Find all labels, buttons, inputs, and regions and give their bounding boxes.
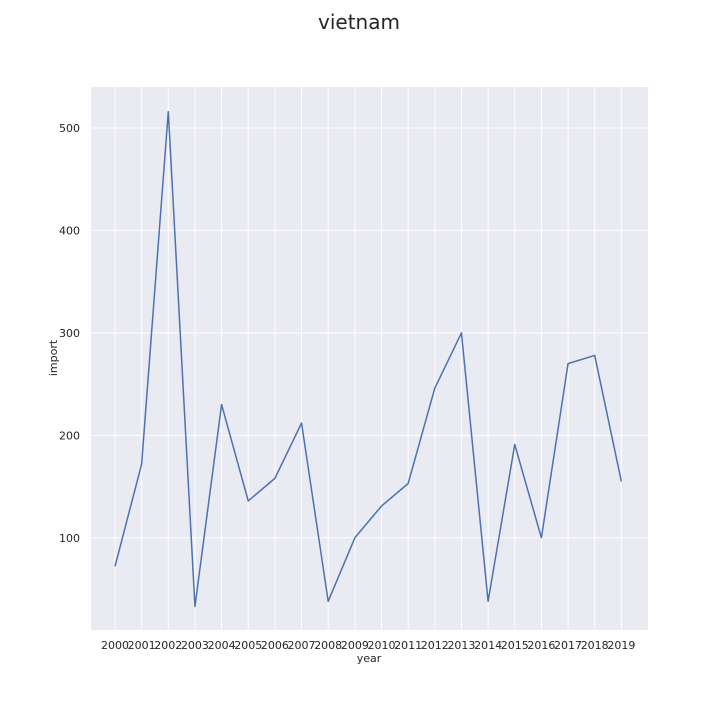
- series-layer: [114, 110, 623, 608]
- y-axis-ticks: 100 200 300 400 500: [59, 122, 80, 545]
- x-tick-label: 2009: [341, 639, 369, 652]
- x-axis-label: year: [357, 652, 382, 665]
- x-tick-label: 2001: [128, 639, 156, 652]
- x-tick-label: 2017: [554, 639, 582, 652]
- plot-area: [91, 87, 648, 630]
- chart-title: vietnam: [318, 10, 400, 34]
- y-axis-label: import: [47, 339, 60, 376]
- x-tick-label: 2002: [154, 639, 182, 652]
- x-tick-label: 2011: [394, 639, 422, 652]
- x-tick-label: 2007: [288, 639, 316, 652]
- x-tick-label: 2006: [261, 639, 289, 652]
- x-tick-label: 2018: [581, 639, 609, 652]
- x-axis-ticks: 2000200120022003200420052006200720082009…: [101, 639, 635, 652]
- x-tick-label: 2016: [527, 639, 555, 652]
- x-tick-label: 2008: [314, 639, 342, 652]
- x-tick-label: 2015: [501, 639, 529, 652]
- series-line: [114, 110, 623, 608]
- x-tick-label: 2012: [421, 639, 449, 652]
- x-tick-label: 2013: [447, 639, 475, 652]
- x-tick-label: 2005: [234, 639, 262, 652]
- x-tick-label: 2019: [607, 639, 635, 652]
- x-tick-label: 2010: [367, 639, 395, 652]
- x-tick-label: 2003: [181, 639, 209, 652]
- y-tick-label: 400: [59, 224, 80, 237]
- y-tick-label: 200: [59, 429, 80, 442]
- x-tick-label: 2000: [101, 639, 129, 652]
- y-tick-label: 100: [59, 532, 80, 545]
- x-tick-label: 2014: [474, 639, 502, 652]
- y-tick-label: 300: [59, 327, 80, 340]
- y-tick-label: 500: [59, 122, 80, 135]
- grid-lines: [91, 87, 648, 630]
- x-tick-label: 2004: [208, 639, 236, 652]
